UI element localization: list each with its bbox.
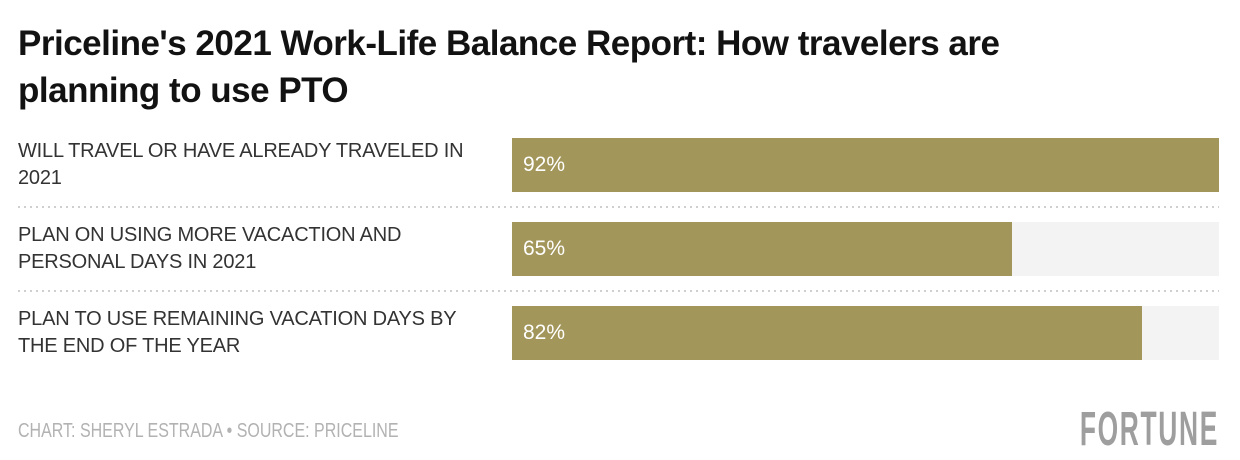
bar-row: PLAN TO USE REMAINING VACATION DAYS BY T… [18,292,1219,374]
bar-value: 92% [523,153,566,176]
chart-credit: CHART: SHERYL ESTRADA • SOURCE: PRICELIN… [18,420,399,442]
fortune-logo: FORTUNE [1079,403,1219,456]
bar-track: 82% [512,306,1219,360]
bar-fill: 65% [512,222,1012,276]
row-divider [18,290,1219,292]
bar-value: 65% [523,237,566,260]
bar-track: 65% [512,222,1219,276]
bar-fill: 82% [512,306,1143,360]
bar-label: PLAN TO USE REMAINING VACATION DAYS BY T… [18,308,457,357]
bar-row: WILL TRAVEL OR HAVE ALREADY TRAVELED IN … [18,124,1219,206]
chart-title: Priceline's 2021 Work-Life Balance Repor… [18,24,1000,110]
bar-label: WILL TRAVEL OR HAVE ALREADY TRAVELED IN … [18,140,464,189]
chart-footer: CHART: SHERYL ESTRADA • SOURCE: PRICELIN… [18,406,1219,454]
bar-chart: WILL TRAVEL OR HAVE ALREADY TRAVELED IN … [18,124,1219,374]
row-divider [18,206,1219,208]
bar-value: 82% [523,321,566,344]
bar-fill: 92% [512,138,1219,192]
bar-row: PLAN ON USING MORE VACACTION AND PERSONA… [18,208,1219,290]
bar-track: 92% [512,138,1219,192]
bar-label: PLAN ON USING MORE VACACTION AND PERSONA… [18,224,402,273]
